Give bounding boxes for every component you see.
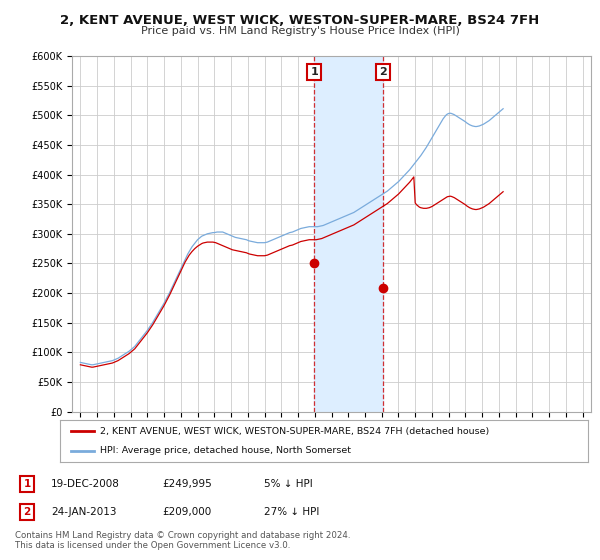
Text: 24-JAN-2013: 24-JAN-2013 — [51, 507, 116, 517]
Text: £209,000: £209,000 — [162, 507, 211, 517]
Text: 2: 2 — [23, 507, 31, 517]
Text: £249,995: £249,995 — [162, 479, 212, 489]
Text: 2, KENT AVENUE, WEST WICK, WESTON-SUPER-MARE, BS24 7FH (detached house): 2, KENT AVENUE, WEST WICK, WESTON-SUPER-… — [100, 427, 489, 436]
Text: 1: 1 — [310, 67, 318, 77]
Text: 19-DEC-2008: 19-DEC-2008 — [51, 479, 120, 489]
Text: 1: 1 — [23, 479, 31, 489]
Bar — [314, 56, 383, 412]
Text: 27% ↓ HPI: 27% ↓ HPI — [264, 507, 319, 517]
Text: 2, KENT AVENUE, WEST WICK, WESTON-SUPER-MARE, BS24 7FH: 2, KENT AVENUE, WEST WICK, WESTON-SUPER-… — [61, 14, 539, 27]
Text: Contains HM Land Registry data © Crown copyright and database right 2024.
This d: Contains HM Land Registry data © Crown c… — [15, 531, 350, 550]
Text: 5% ↓ HPI: 5% ↓ HPI — [264, 479, 313, 489]
Text: 2: 2 — [379, 67, 387, 77]
Text: HPI: Average price, detached house, North Somerset: HPI: Average price, detached house, Nort… — [100, 446, 350, 455]
Text: Price paid vs. HM Land Registry's House Price Index (HPI): Price paid vs. HM Land Registry's House … — [140, 26, 460, 36]
